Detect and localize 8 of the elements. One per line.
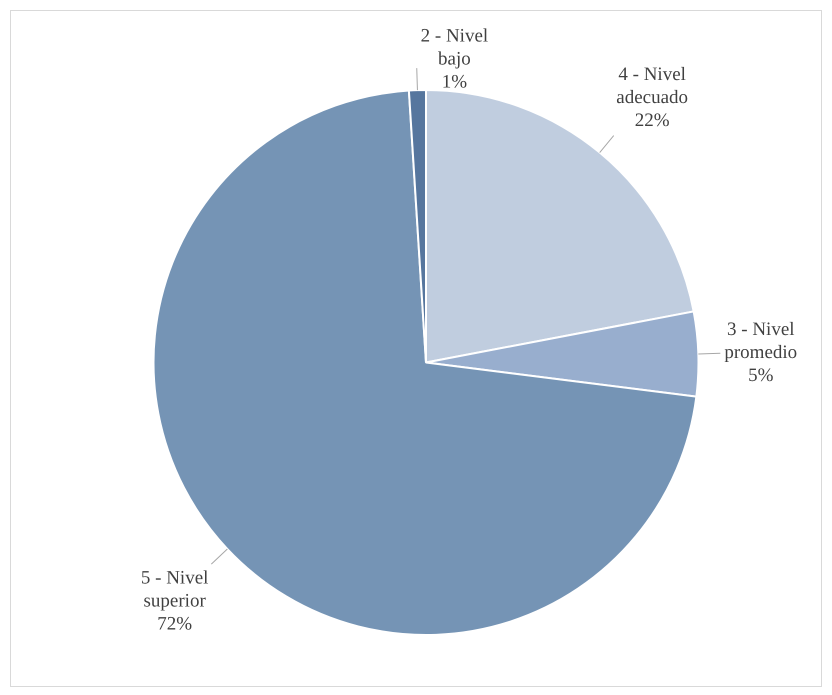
slice-label: 5 - Nivel superior — [140, 567, 208, 612]
data-label: 72% — [157, 613, 192, 634]
data-label: 5% — [748, 365, 774, 386]
data-label: 1% — [442, 72, 468, 93]
data-label: 22% — [634, 110, 670, 131]
slice-label: 4 - Nivel adecuado — [616, 64, 688, 108]
slice-label: 3 - Nivel promedio — [724, 319, 798, 364]
slice-label: 2 - Nivel bajo — [420, 26, 488, 70]
